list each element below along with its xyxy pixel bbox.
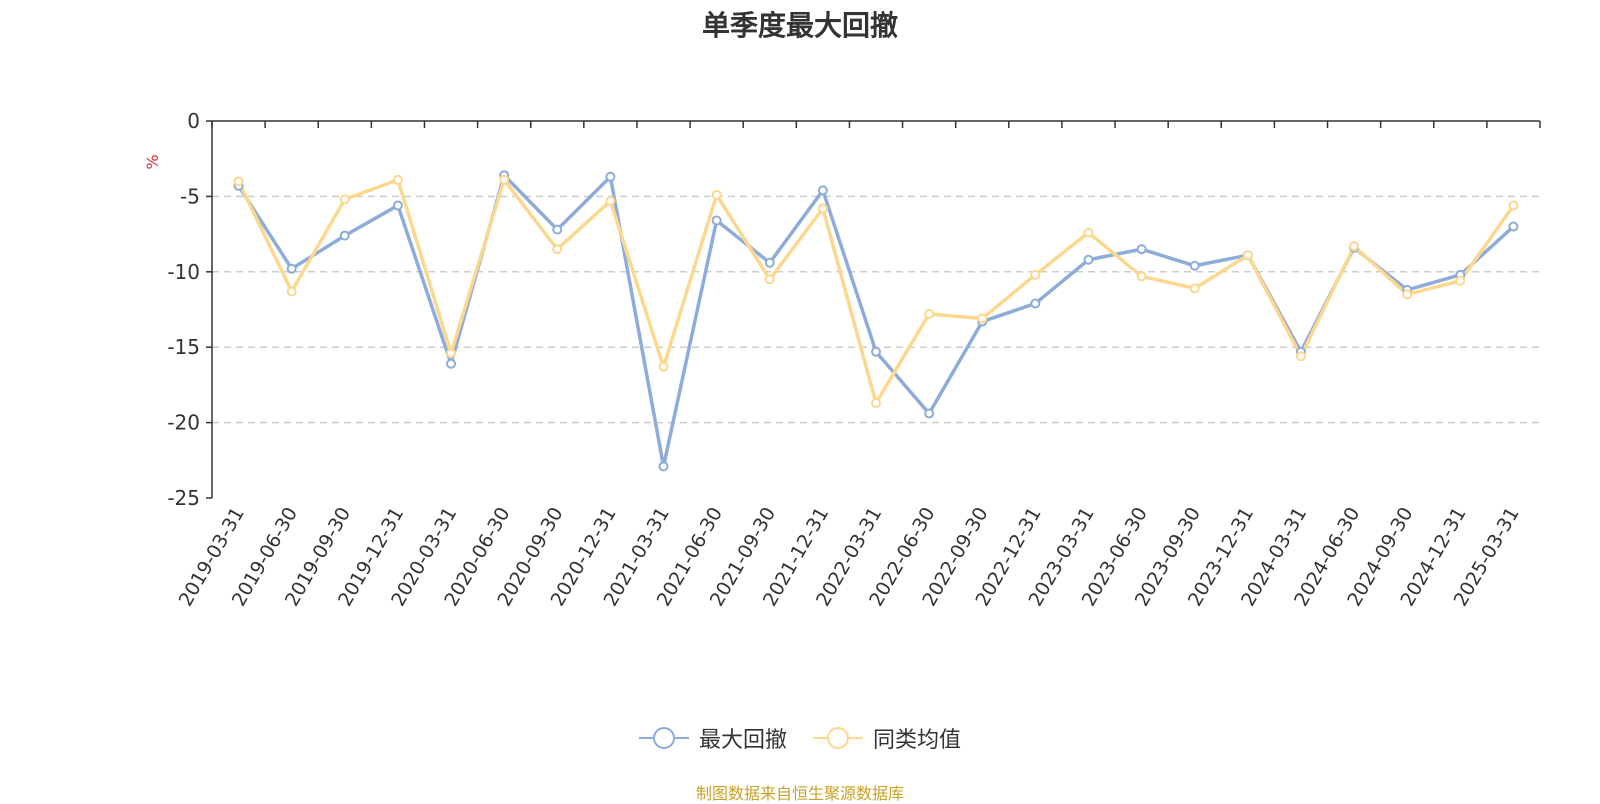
data-point-0[interactable] — [711, 215, 722, 226]
data-point-1[interactable] — [1136, 271, 1147, 282]
data-point-0[interactable] — [871, 346, 881, 357]
data-point-1[interactable] — [392, 174, 403, 185]
line-circle-icon — [638, 727, 689, 749]
data-point-1[interactable] — [1083, 227, 1094, 238]
data-point-1[interactable] — [1349, 241, 1360, 252]
data-point-1[interactable] — [499, 174, 510, 185]
data-point-0[interactable] — [658, 461, 669, 472]
legend-item-max-drawdown[interactable]: 最大回撤 — [638, 722, 787, 754]
data-point-1[interactable] — [764, 274, 775, 285]
data-point-1[interactable] — [658, 361, 669, 372]
data-point-0[interactable] — [817, 185, 828, 196]
grid-lines — [212, 195, 1540, 424]
series-lines — [233, 170, 1519, 472]
data-point-0[interactable] — [1189, 260, 1200, 271]
chart-title: 单季度最大回撤 — [701, 9, 898, 42]
data-point-0[interactable] — [1508, 221, 1519, 232]
data-point-0[interactable] — [764, 257, 775, 268]
data-point-0[interactable] — [1136, 244, 1147, 255]
data-point-1[interactable] — [286, 286, 297, 297]
data-point-1[interactable] — [1508, 200, 1519, 211]
data-point-1[interactable] — [605, 195, 616, 206]
data-point-0[interactable] — [339, 230, 350, 241]
legend-label: 同类均值 — [873, 728, 962, 753]
series-line-1 — [236, 178, 1515, 405]
data-point-1[interactable] — [1295, 351, 1306, 362]
data-point-1[interactable] — [552, 244, 563, 255]
data-point-0[interactable] — [1083, 254, 1094, 265]
data-point-0[interactable] — [924, 408, 935, 419]
data-point-1[interactable] — [339, 194, 350, 205]
data-point-0[interactable] — [446, 358, 457, 369]
legend: 最大回撤 同类均值 — [0, 722, 1600, 754]
y-tick-label: -25 — [167, 486, 200, 510]
data-point-1[interactable] — [1030, 269, 1041, 280]
line-circle-icon — [813, 727, 863, 749]
y-tick-label: 0 — [187, 109, 200, 133]
data-point-1[interactable] — [1242, 250, 1253, 261]
data-point-0[interactable] — [1030, 298, 1041, 309]
data-point-1[interactable] — [1402, 289, 1413, 300]
data-point-1[interactable] — [233, 176, 244, 187]
legend-item-peer-average[interactable]: 同类均值 — [813, 722, 961, 754]
data-point-1[interactable] — [446, 348, 457, 359]
data-point-1[interactable] — [871, 397, 881, 408]
data-point-1[interactable] — [977, 313, 988, 324]
data-point-1[interactable] — [711, 189, 722, 200]
y-tick-label: -5 — [180, 184, 200, 208]
data-point-0[interactable] — [605, 171, 616, 182]
data-point-1[interactable] — [817, 203, 828, 214]
y-tick-label: -10 — [167, 260, 200, 284]
source-note: 制图数据来自恒生聚源数据库 — [695, 784, 904, 803]
data-point-1[interactable] — [1189, 283, 1200, 294]
data-point-0[interactable] — [392, 200, 403, 211]
y-tick-label: -15 — [167, 335, 200, 359]
data-point-0[interactable] — [286, 263, 297, 274]
data-point-1[interactable] — [924, 309, 935, 320]
y-axis-unit-label: % — [143, 154, 162, 169]
data-point-1[interactable] — [1455, 275, 1466, 286]
axes: 0-5-10-15-20-252019-03-312019-06-302019-… — [167, 109, 1541, 610]
legend-label: 最大回撤 — [698, 728, 787, 753]
y-tick-label: -20 — [167, 411, 200, 435]
data-point-0[interactable] — [552, 224, 563, 235]
